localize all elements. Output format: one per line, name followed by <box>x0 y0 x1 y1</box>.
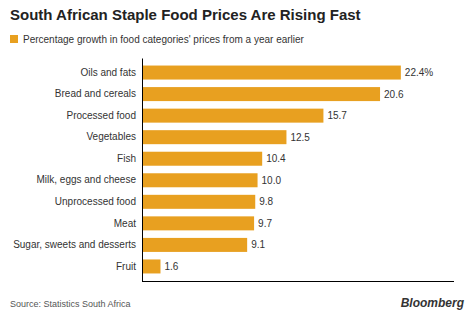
y-tick: Sugar, sweets and desserts <box>13 239 142 250</box>
bar <box>142 173 258 187</box>
bar <box>142 216 254 230</box>
brand: Bloomberg <box>401 296 465 310</box>
y-tick: Oils and fats <box>80 67 142 78</box>
subtitle-key <box>10 35 18 43</box>
y-tick-label: Vegetables <box>87 131 137 142</box>
y-tick-label: Unprocessed food <box>55 196 136 207</box>
y-tick-label: Oils and fats <box>80 67 136 78</box>
y-axis: Fruit Sugar, sweets and desserts Meat Unpro… <box>13 59 142 282</box>
data-label: 9.7 <box>258 218 272 229</box>
y-tick: Processed food <box>67 110 143 121</box>
y-axis-line <box>142 59 143 282</box>
y-tick-label: Processed food <box>67 110 137 121</box>
bar <box>142 87 380 101</box>
y-tick-label: Meat <box>114 218 136 229</box>
bar <box>142 130 286 144</box>
y-tick-label: Bread and cereals <box>55 88 136 99</box>
data-labels: 1.6 9.1 9.7 9.8 10.0 10.4 12.5 15.7 20.622.4% <box>164 67 433 272</box>
bar <box>142 152 262 166</box>
data-label: 1.6 <box>164 261 178 272</box>
y-tick: Milk, eggs and cheese <box>36 174 142 185</box>
chart: South African Staple Food Prices Are Ris… <box>0 0 474 315</box>
y-tick-label: Fruit <box>116 261 136 272</box>
y-tick-label: Sugar, sweets and desserts <box>13 239 136 250</box>
source: Source: Statistics South Africa <box>10 299 131 309</box>
data-label: 22.4% <box>405 67 433 78</box>
data-label: 20.6 <box>384 89 404 100</box>
data-label: 12.5 <box>290 132 310 143</box>
x-axis-line <box>142 281 454 282</box>
y-tick: Meat <box>114 218 142 229</box>
bar <box>142 195 255 209</box>
bars <box>142 66 401 274</box>
y-tick-label: Milk, eggs and cheese <box>36 174 136 185</box>
data-label: 9.8 <box>259 196 273 207</box>
y-tick: Bread and cereals <box>55 88 142 99</box>
y-tick-label: Fish <box>117 153 136 164</box>
subtitle: Percentage growth in food categories' pr… <box>23 34 305 45</box>
plot: 1.6 9.1 9.7 9.8 10.0 10.4 12.5 15.7 20.622.4% Fru… <box>13 59 454 282</box>
data-label: 15.7 <box>327 110 347 121</box>
data-label: 10.4 <box>266 153 286 164</box>
title: South African Staple Food Prices Are Ris… <box>10 6 361 23</box>
y-tick: Fish <box>117 153 142 164</box>
bar <box>142 66 401 80</box>
bar <box>142 259 160 273</box>
data-label: 9.1 <box>251 239 265 250</box>
y-tick: Fruit <box>116 261 142 272</box>
bar <box>142 238 247 252</box>
bar <box>142 109 323 123</box>
data-label: 10.0 <box>262 175 282 186</box>
y-tick: Unprocessed food <box>55 196 142 207</box>
y-tick: Vegetables <box>87 131 143 142</box>
